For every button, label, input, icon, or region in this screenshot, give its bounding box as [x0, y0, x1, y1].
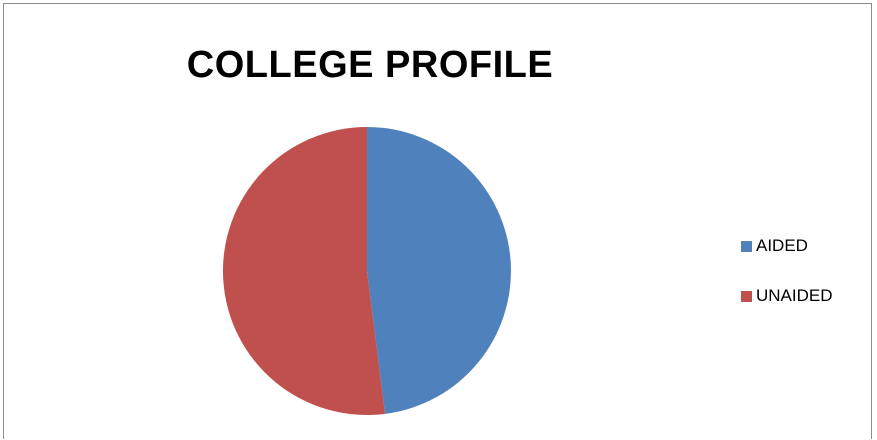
- legend-item-aided: AIDED: [741, 236, 833, 256]
- chart-title: COLLEGE PROFILE: [186, 44, 554, 86]
- legend-swatch-aided: [741, 240, 752, 252]
- legend-label-unaided: UNAIDED: [756, 286, 833, 305]
- pie-slice-aided: [367, 127, 511, 414]
- pie-slice-unaided: [222, 126, 386, 416]
- pie-slices: [222, 126, 511, 416]
- legend-swatch-unaided: [741, 290, 752, 302]
- chart-area: COLLEGE PROFILE AIDED UNAIDED: [3, 3, 872, 439]
- legend-item-unaided: UNAIDED: [741, 286, 833, 306]
- legend: AIDED UNAIDED: [741, 236, 833, 336]
- pie-chart: [222, 126, 511, 416]
- legend-label-aided: AIDED: [756, 236, 808, 255]
